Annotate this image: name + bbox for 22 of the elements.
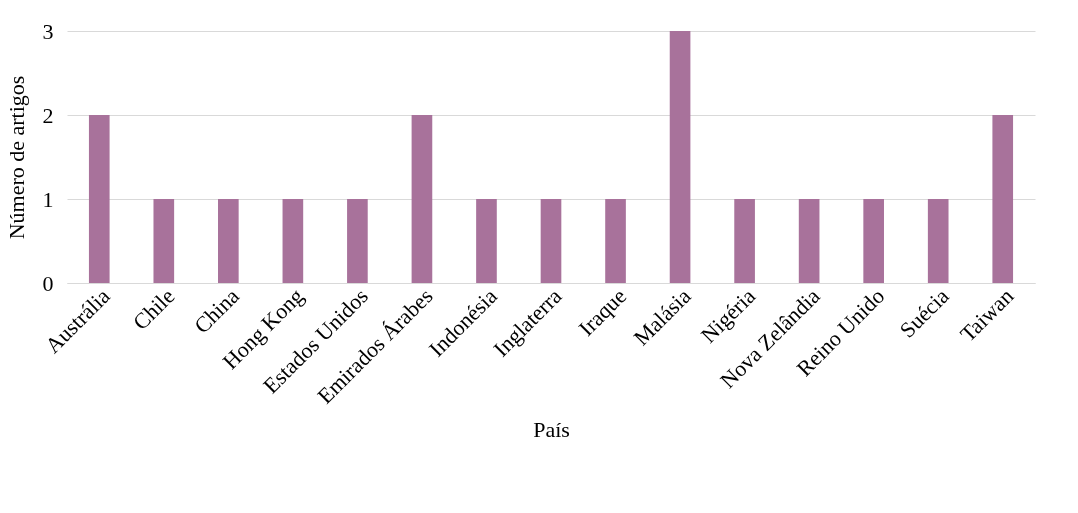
bar <box>798 199 820 283</box>
y-axis-title: Número de artigos <box>3 75 29 240</box>
bar <box>540 199 562 283</box>
bar <box>282 199 304 283</box>
bar <box>88 115 110 283</box>
x-axis-title: País <box>533 416 570 442</box>
bar <box>153 199 175 283</box>
bar <box>863 199 884 283</box>
y-tick-label: 0 <box>42 270 54 296</box>
y-tick-label: 3 <box>42 18 54 44</box>
y-tick-label: 2 <box>42 102 54 128</box>
bar <box>347 199 368 283</box>
bar <box>669 31 691 283</box>
bar <box>992 115 1014 283</box>
bar <box>218 199 239 283</box>
bar <box>734 199 755 283</box>
bar <box>605 199 626 283</box>
bar <box>411 115 433 283</box>
y-tick-label: 1 <box>42 186 54 212</box>
x-tick-label: Chile <box>127 283 180 335</box>
bar <box>927 199 949 283</box>
bar <box>476 199 497 283</box>
